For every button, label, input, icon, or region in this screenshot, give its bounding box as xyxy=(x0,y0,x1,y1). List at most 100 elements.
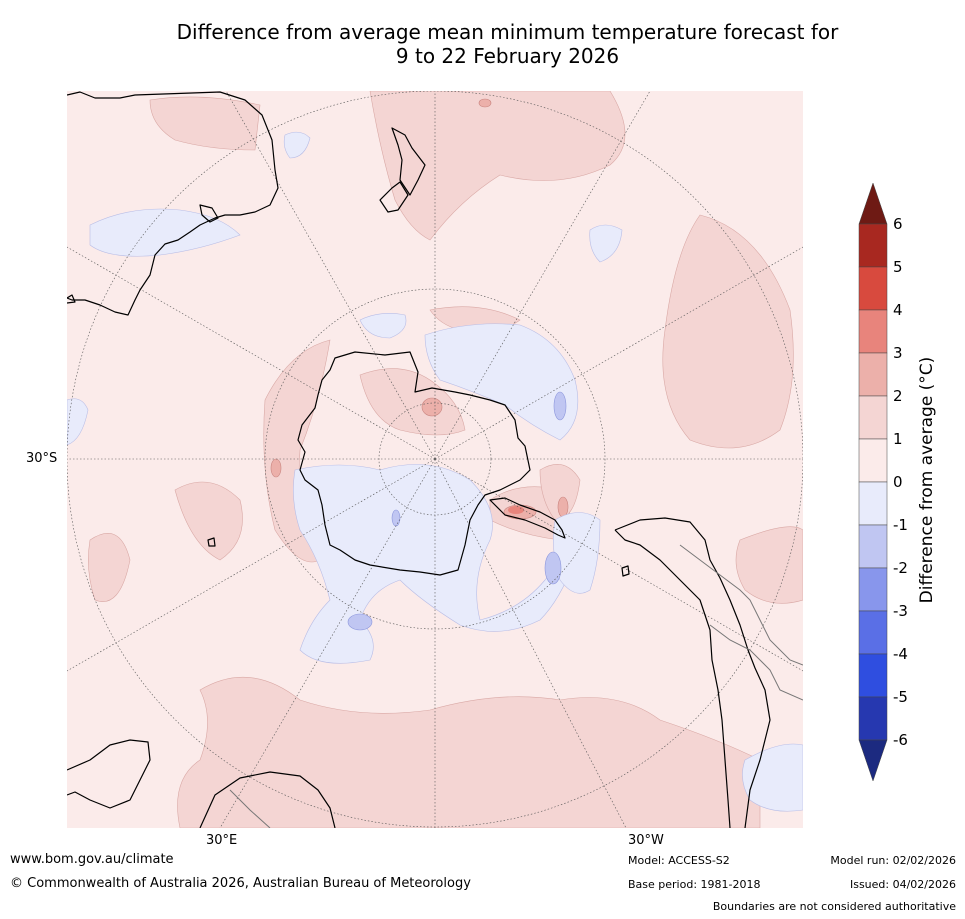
colorbar-bin-m6-to-m5 xyxy=(858,696,888,741)
anomaly-region-indian-cool xyxy=(89,208,241,257)
title-line-1: Difference from average mean minimum tem… xyxy=(176,20,839,44)
anomaly-region-east-cool xyxy=(359,313,407,339)
south-america-border xyxy=(679,544,803,666)
colorbar-bin-m5-to-m4 xyxy=(858,653,888,698)
colorbar-tick: -6 xyxy=(893,731,908,749)
colorbar-tick: 3 xyxy=(893,344,903,362)
anomaly-region-indian-ocean xyxy=(149,96,261,151)
colorbar-tick: 5 xyxy=(893,258,903,276)
south-america-border-2 xyxy=(709,624,803,701)
colorbar-tick: -2 xyxy=(893,559,908,577)
copyright-notice: © Commonwealth of Australia 2026, Austra… xyxy=(10,876,471,891)
colorbar-tick: 0 xyxy=(893,473,903,491)
anomaly-minus2-to-minus1-regions xyxy=(347,391,567,631)
meridian-150w xyxy=(434,458,803,672)
colorbar-tick: 2 xyxy=(893,387,903,405)
colorbar-title: Difference from average (°C) xyxy=(917,356,937,604)
anomaly-patch-indian xyxy=(270,458,282,478)
tasmania-coastline xyxy=(199,204,219,223)
anomaly-patch-weddell xyxy=(553,391,567,421)
model-name: Model: ACCESS-S2 xyxy=(628,854,730,867)
anomaly-region-indian-central xyxy=(174,481,243,561)
anomaly-minus1-to-0-regions xyxy=(67,131,803,812)
falklands-coastline xyxy=(621,565,630,577)
model-run-date: Model run: 02/02/2026 xyxy=(830,854,956,867)
colorbar xyxy=(858,182,888,782)
colorbar-tick: -3 xyxy=(893,602,908,620)
meridian-30e xyxy=(225,91,436,460)
colorbar-bin-m3-to-m2 xyxy=(858,567,888,612)
anomaly-patch-east-antarctic xyxy=(347,613,373,631)
coastlines xyxy=(67,91,771,828)
south-america-coastline xyxy=(614,517,771,828)
anomaly-region-southern-ocean-south xyxy=(177,676,761,828)
colorbar-extend-above xyxy=(858,182,888,225)
anomaly-patch-pacific xyxy=(478,98,492,108)
small-island-coastline xyxy=(207,537,216,547)
anomaly-patch-drake xyxy=(557,496,569,518)
anomaly-region-indian-west xyxy=(88,533,131,602)
anomaly-region-nz-tasman xyxy=(369,91,626,241)
kerguelen-coastline xyxy=(67,294,76,304)
anomaly-region-east-antarctic-coast xyxy=(359,368,466,436)
title-line-2: 9 to 22 February 2026 xyxy=(395,44,620,68)
colorbar-bin-3-to-4 xyxy=(858,309,888,354)
antarctica-coastline xyxy=(297,351,531,576)
issued-date: Issued: 04/02/2026 xyxy=(849,878,956,891)
meridian-150e xyxy=(67,246,436,460)
madagascar-coastline xyxy=(199,771,336,828)
australia-coastline xyxy=(67,91,279,316)
colorbar-bin-2-to-3 xyxy=(858,352,888,397)
meridian-60e xyxy=(67,458,436,672)
colorbar-extend-below xyxy=(858,739,888,782)
boundaries-disclaimer: Boundaries are not considered authoritat… xyxy=(712,900,956,913)
meridian-120e xyxy=(219,458,436,828)
colorbar-tick: -5 xyxy=(893,688,908,706)
colorbar-bin-5-to-6 xyxy=(858,223,888,268)
longitude-label-30e: 30°E xyxy=(206,833,238,848)
anomaly-region-tasman-cool xyxy=(283,131,311,159)
colorbar-tick: -1 xyxy=(893,516,908,534)
anomaly-patch-wilkes xyxy=(391,509,401,527)
latitude-label-30s: 30°S xyxy=(26,451,58,466)
anomaly-region-antarctic-cool xyxy=(293,464,576,664)
antarctic-peninsula-coastline xyxy=(489,497,566,539)
colorbar-bin-m2-to-m1 xyxy=(858,524,888,569)
country-borders xyxy=(229,544,803,828)
new-zealand-south-coastline xyxy=(379,181,409,213)
africa-border xyxy=(229,789,271,828)
website-link[interactable]: www.bom.gov.au/climate xyxy=(10,852,174,867)
anomaly-patch-peninsula xyxy=(508,506,524,514)
anomaly-patch-east-antarctica xyxy=(421,397,443,417)
base-period: Base period: 1981-2018 xyxy=(628,878,761,891)
map-panel xyxy=(67,91,803,828)
anomaly-region-pacific-cool xyxy=(589,224,623,263)
anomaly-region-pacific-east xyxy=(539,464,581,521)
colorbar-tick: 4 xyxy=(893,301,903,319)
colorbar-bin-m1-to-0 xyxy=(858,481,888,526)
meridian-60w xyxy=(434,246,803,460)
south-america-west-coastline xyxy=(614,529,731,828)
anomaly-region-west-cool xyxy=(67,398,89,446)
graticule xyxy=(67,91,803,828)
colorbar-bin-4-to-5 xyxy=(858,266,888,311)
anomaly-3-to-4-regions xyxy=(508,506,524,514)
chart-title: Difference from average mean minimum tem… xyxy=(0,20,965,68)
new-zealand-north-coastline xyxy=(391,127,426,196)
latitude-60s-circle xyxy=(264,288,606,630)
anomaly-patch-amundsen xyxy=(544,551,562,585)
colorbar-tick: 6 xyxy=(893,215,903,233)
colorbar-bin-m4-to-m3 xyxy=(858,610,888,655)
anomaly-region-south-atlantic xyxy=(662,214,794,449)
colorbar-bin-0-to-1 xyxy=(858,438,888,483)
colorbar-tick: -4 xyxy=(893,645,908,663)
anomaly-region-ross-weddell-cool xyxy=(424,323,579,441)
colorbar-bin-1-to-2 xyxy=(858,395,888,440)
anomaly-region-southwest-atlantic xyxy=(735,526,803,604)
meridian-30w xyxy=(434,458,627,828)
meridian-120w xyxy=(434,91,651,460)
africa-coastline xyxy=(67,739,151,809)
colorbar-tick: 1 xyxy=(893,430,903,448)
anomaly-region-atlantic-cool xyxy=(742,743,803,812)
